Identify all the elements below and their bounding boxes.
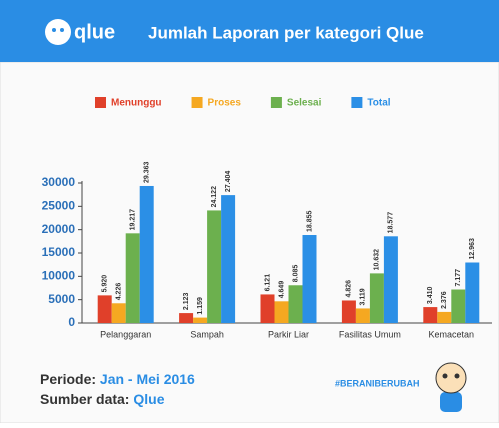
value-label: 18.855 — [306, 210, 313, 232]
bar — [221, 195, 235, 323]
bar — [423, 307, 437, 323]
bar — [261, 294, 275, 323]
x-tick-label: Kemacetan — [429, 329, 475, 339]
logo-eye — [52, 28, 56, 32]
bar — [126, 233, 140, 323]
period: Periode: Jan - Mei 2016 — [40, 371, 195, 387]
panel — [0, 62, 499, 423]
logo-eye — [60, 28, 64, 32]
hashtag: #BERANIBERUBAH — [335, 378, 420, 388]
period-label: Periode: — [40, 371, 96, 387]
value-label: 10.632 — [374, 249, 381, 271]
x-tick-label: Parkir Liar — [268, 329, 309, 339]
legend-swatch — [192, 97, 203, 108]
mascot-body — [440, 392, 462, 412]
legend-swatch — [95, 97, 106, 108]
bar — [342, 300, 356, 323]
bar — [140, 186, 154, 323]
mascot-eye — [455, 374, 460, 379]
bar — [465, 263, 479, 323]
mascot-head — [436, 363, 466, 393]
value-label: 24.122 — [211, 186, 218, 208]
value-label: 4.826 — [346, 280, 353, 298]
period-value: Jan - Mei 2016 — [100, 371, 195, 387]
y-tick-label: 20000 — [42, 222, 76, 236]
y-tick-label: 25000 — [42, 199, 76, 213]
value-label: 1.159 — [197, 297, 204, 315]
bar — [98, 295, 112, 323]
legend-swatch — [271, 97, 282, 108]
value-label: 12.963 — [469, 238, 476, 260]
bar — [112, 303, 126, 323]
source-value: Qlue — [133, 391, 164, 407]
source: Sumber data: Qlue — [40, 391, 165, 407]
value-label: 27.404 — [225, 171, 232, 193]
legend-label: Menunggu — [111, 98, 162, 109]
bar — [179, 313, 193, 323]
logo-icon — [45, 19, 71, 45]
chart-title: Jumlah Laporan per kategori Qlue — [148, 23, 424, 42]
bar — [356, 308, 370, 323]
value-label: 3.410 — [427, 286, 434, 304]
value-label: 2.123 — [183, 292, 190, 310]
value-label: 18.577 — [388, 212, 395, 234]
value-label: 4.226 — [116, 283, 123, 301]
bar — [275, 301, 289, 323]
legend-label: Total — [367, 98, 390, 109]
bar — [437, 312, 451, 323]
bar — [451, 290, 465, 323]
value-label: 8.085 — [292, 265, 299, 283]
y-tick-label: 0 — [68, 315, 75, 329]
x-tick-label: Fasilitas Umum — [339, 329, 401, 339]
legend-label: Selesai — [287, 98, 322, 109]
bar — [370, 273, 384, 323]
bar — [384, 236, 398, 323]
bar — [289, 285, 303, 323]
mascot — [436, 363, 466, 412]
legend-swatch — [351, 97, 362, 108]
value-label: 7.177 — [455, 269, 462, 287]
y-tick-label: 15000 — [42, 245, 76, 259]
mascot-eye — [443, 374, 448, 379]
value-label: 5.920 — [102, 275, 109, 293]
value-label: 6.121 — [264, 274, 271, 292]
value-label: 2.376 — [441, 291, 448, 309]
y-tick-label: 10000 — [42, 269, 76, 283]
infographic: qlue Jumlah Laporan per kategori Qlue Pe… — [0, 0, 499, 423]
bar — [207, 210, 221, 323]
y-tick-label: 5000 — [48, 292, 75, 306]
value-label: 19.217 — [130, 209, 137, 231]
x-tick-label: Sampah — [190, 329, 224, 339]
bar — [193, 318, 207, 323]
logo-text: qlue — [74, 21, 115, 43]
source-label: Sumber data: — [40, 391, 129, 407]
value-label: 29.363 — [144, 161, 151, 183]
x-tick-label: Pelanggaran — [100, 329, 151, 339]
bar — [303, 235, 317, 323]
value-label: 3.119 — [360, 288, 367, 305]
value-label: 4.649 — [278, 281, 285, 299]
y-tick-label: 30000 — [42, 175, 76, 189]
legend-label: Proses — [208, 98, 242, 109]
